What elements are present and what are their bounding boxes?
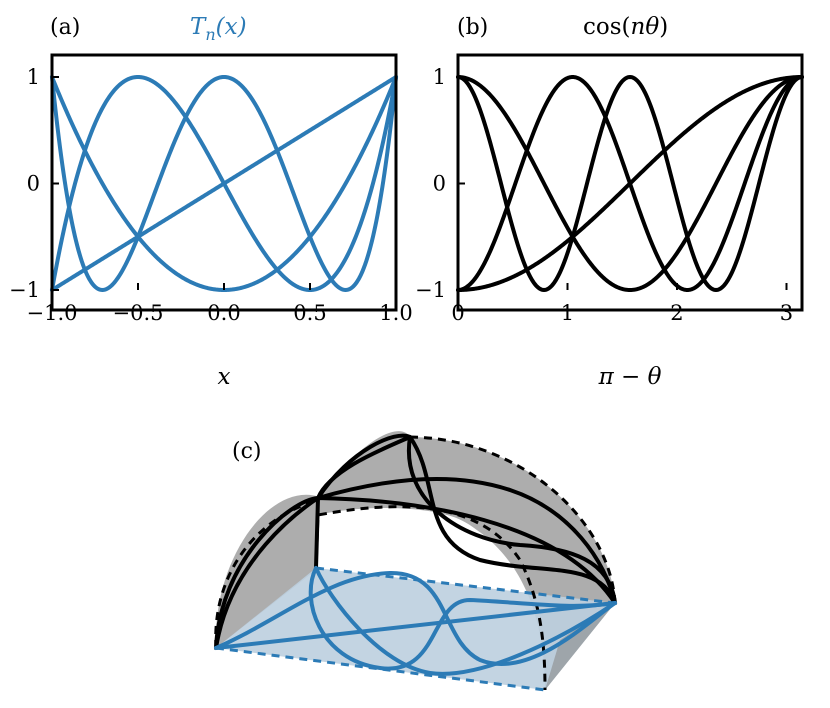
panel-a-curves <box>50 75 398 292</box>
plane-curve-1 <box>214 601 617 650</box>
panel-b-series-n=3 <box>456 75 804 292</box>
panel-a-xtick-label: 0.0 <box>207 301 240 325</box>
panel-b-ytick-label: 1 <box>433 65 446 89</box>
cylinder-curve-2 <box>214 476 617 650</box>
cylinder-curve-3 <box>316 433 617 605</box>
panel-a-series-T3 <box>50 75 398 292</box>
panel-b: (b) cos(nθ) 0 1 2 3−101 π − θ <box>415 14 804 390</box>
plane-curve-3 <box>308 566 617 671</box>
panel-a-xtick-label: 0.5 <box>293 301 326 325</box>
cylinder-rim-back <box>409 435 617 604</box>
panel-a-xtick-label: −0.5 <box>113 301 164 325</box>
panel-b-xtick-label: 2 <box>670 301 683 325</box>
panel-b-series-n=4 <box>456 75 804 292</box>
panel-a-series-T4 <box>50 75 398 292</box>
panel-b-xtick-label: 1 <box>561 301 574 325</box>
panel-c: (c) <box>214 431 617 692</box>
panel-b-xtick-label: 0 <box>451 301 464 325</box>
cylinder-surface <box>215 431 616 690</box>
panel-b-curves <box>456 75 804 292</box>
plane-curve-2 <box>214 570 617 666</box>
panel-b-xtick-label: 3 <box>780 301 793 325</box>
panel-b-ytick-label: 0 <box>433 172 446 196</box>
cylinder-edge-left <box>314 496 320 570</box>
panel-b-series-n=2 <box>456 75 804 292</box>
plane-side-shade <box>545 603 615 690</box>
panel-c-label: (c) <box>232 439 262 464</box>
panel-b-ticks: 0 1 2 3−101 <box>415 65 793 325</box>
panel-a-ytick-label: 0 <box>27 172 40 196</box>
panel-a: (a) Tn(x) −1.0 −0.5 0.0 0.5 1.0−101 x <box>9 14 413 390</box>
panel-b-frame <box>456 53 804 312</box>
panel-b-title: cos(nθ) <box>583 14 668 40</box>
plane-curve-4 <box>314 566 617 676</box>
panel-b-xlabel: π − θ <box>598 364 662 390</box>
panel-a-ytick-label: −1 <box>9 278 40 302</box>
cylinder-curve-4 <box>316 435 617 605</box>
panel-a-frame <box>50 53 398 312</box>
panel-a-label: (a) <box>50 15 80 40</box>
panel-a-title: Tn(x) <box>190 14 247 44</box>
panel-b-label: (b) <box>457 15 488 40</box>
panel-b-ytick-label: −1 <box>415 278 446 302</box>
panel-a-xlabel: x <box>218 364 231 390</box>
panel-a-ytick-label: 1 <box>27 65 40 89</box>
panel-a-ticks: −1.0 −0.5 0.0 0.5 1.0−101 <box>9 65 413 325</box>
